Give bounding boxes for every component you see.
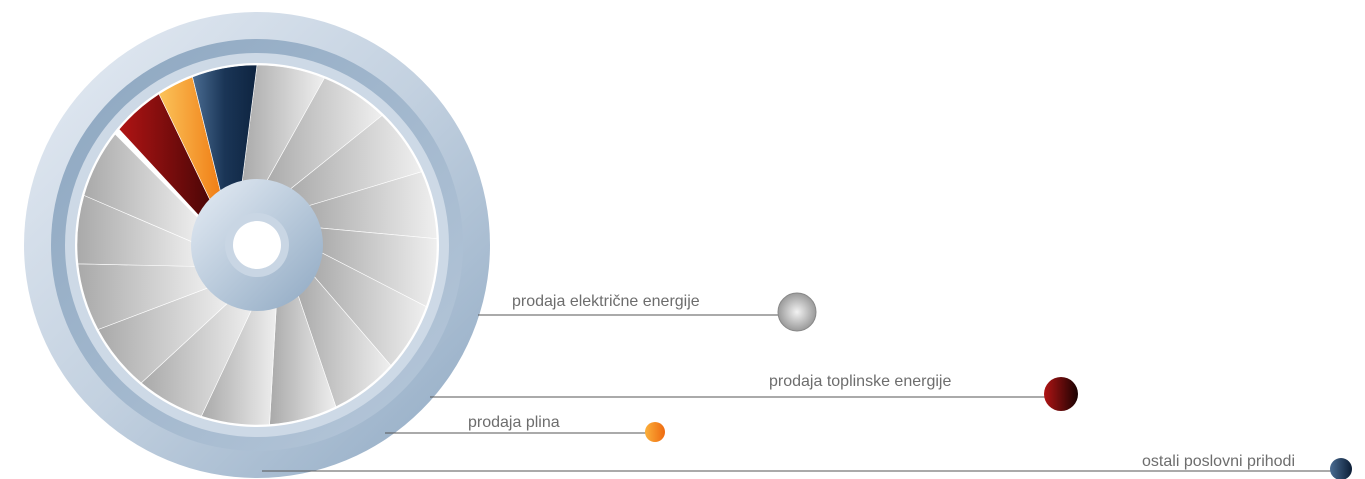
label: prodaja plina <box>468 414 560 431</box>
legend-dot <box>645 422 665 442</box>
label: prodaja toplinske energije <box>769 373 951 390</box>
legend-dot <box>778 293 816 331</box>
label: prodaja električne energije <box>512 293 700 310</box>
legend-dot <box>1044 377 1078 411</box>
legend-dot <box>1330 458 1352 479</box>
infographic: prodaja električne energije prodaja topl… <box>0 0 1365 479</box>
label: ostali poslovni prihodi <box>1142 453 1295 470</box>
page: {"items": [ {"label": "prodaja električn… <box>0 0 1365 479</box>
hub-hole <box>233 221 281 269</box>
